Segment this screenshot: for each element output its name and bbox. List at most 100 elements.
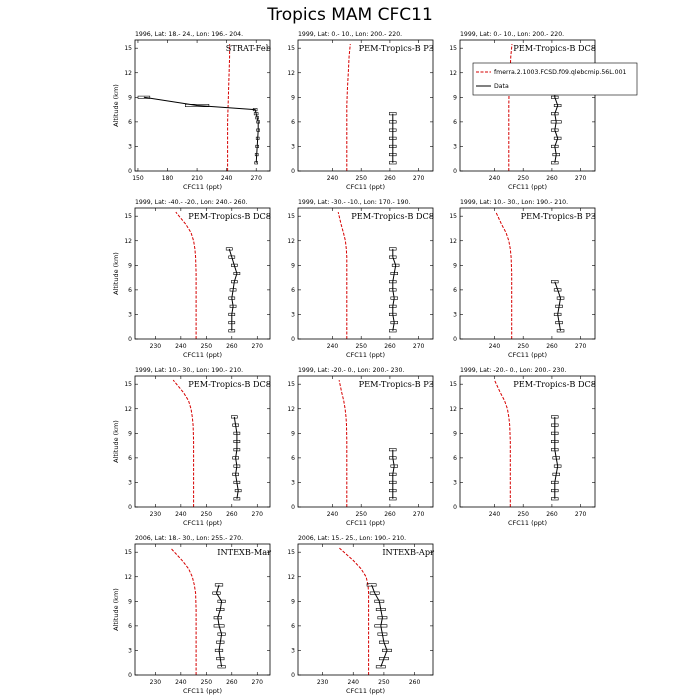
y-tick-label: 9 xyxy=(453,262,457,269)
x-tick-label: 260 xyxy=(226,511,238,518)
data-error-box xyxy=(228,329,236,333)
campaign-label: PEM-Tropics-B DC8 xyxy=(351,211,434,221)
data-error-box xyxy=(553,104,562,108)
y-tick-label: 0 xyxy=(453,504,457,511)
y-tick-label: 9 xyxy=(291,262,295,269)
y-tick-label: 3 xyxy=(128,479,132,486)
plot-frame xyxy=(459,39,596,172)
x-tick-label: 240 xyxy=(348,679,360,686)
x-tick-label: 240 xyxy=(489,175,501,182)
y-tick-label: 0 xyxy=(291,672,295,679)
data-error-box xyxy=(228,255,236,259)
data-error-box xyxy=(231,280,238,284)
y-tick-label: 3 xyxy=(453,479,457,486)
campaign-label: PEM-Tropics-B DC8 xyxy=(188,379,271,389)
panel-subtitle: 1999, Lat: -30.- -10., Lon: 170.- 190. xyxy=(298,199,411,206)
model-line xyxy=(339,547,370,675)
model-line xyxy=(170,547,197,675)
data-error-box xyxy=(233,497,241,501)
y-tick-label: 6 xyxy=(453,119,457,126)
campaign-label: PEM-Tropics-B DC8 xyxy=(513,43,596,53)
data-error-box xyxy=(550,489,559,493)
x-tick-label: 270 xyxy=(575,511,587,518)
x-tick-label: 260 xyxy=(226,679,238,686)
y-tick-label: 15 xyxy=(449,381,457,388)
data-error-box xyxy=(216,657,225,661)
data-error-box xyxy=(233,271,241,275)
data-error-box xyxy=(390,271,398,275)
y-tick-label: 12 xyxy=(124,238,132,245)
y-tick-label: 6 xyxy=(128,287,132,294)
panel-2: 1999, Lat: 0.- 10., Lon: 200.- 220. 240 25… xyxy=(287,31,434,191)
campaign-label: PEM-Tropics-B DC8 xyxy=(513,379,596,389)
y-tick-label: 3 xyxy=(128,647,132,654)
model-line xyxy=(227,44,231,171)
x-tick-label: 250 xyxy=(355,175,367,182)
y-tick-label: 0 xyxy=(128,672,132,679)
data-line xyxy=(392,248,397,331)
y-tick-label: 15 xyxy=(124,45,132,52)
data-error-box xyxy=(231,415,238,419)
data-error-box xyxy=(214,648,224,652)
x-tick-label: 270 xyxy=(252,679,264,686)
panel-6: 1999, Lat: 10.- 30., Lon: 190.- 210. 240 2… xyxy=(449,199,596,359)
panel-subtitle: 1999, Lat: -20.- 0., Lon: 200.- 230. xyxy=(460,367,566,374)
campaign-label: PEM-Tropics-B P3 xyxy=(359,43,434,53)
panel-subtitle: 1999, Lat: -40.- -20., Lon: 240.- 260. xyxy=(135,199,248,206)
y-tick-label: 15 xyxy=(449,213,457,220)
y-tick-label: 15 xyxy=(124,381,132,388)
plot-frame xyxy=(459,375,596,508)
panel-subtitle: 1999, Lat: 10.- 30., Lon: 190.- 210. xyxy=(135,367,243,374)
data-error-box xyxy=(550,161,559,165)
plot-area xyxy=(175,211,241,339)
data-error-box xyxy=(233,439,241,443)
data-error-box xyxy=(552,153,560,157)
data-error-box xyxy=(254,161,258,165)
panel-9: 1999, Lat: -20.- 0., Lon: 200.- 230. 240 2… xyxy=(449,367,596,527)
x-tick-label: 240 xyxy=(175,679,187,686)
data-error-box xyxy=(378,657,389,661)
data-line xyxy=(554,281,562,331)
panel-subtitle: 2006, Lat: 15.- 25., Lon: 190.- 210. xyxy=(298,535,406,542)
data-error-box xyxy=(550,439,559,443)
data-error-box xyxy=(553,288,562,292)
data-error-box xyxy=(550,280,559,284)
data-error-box xyxy=(232,472,240,476)
y-tick-label: 3 xyxy=(128,143,132,150)
y-tick-label: 9 xyxy=(128,262,132,269)
x-tick-label: 270 xyxy=(250,175,262,182)
data-error-box xyxy=(388,128,397,132)
y-tick-label: 15 xyxy=(287,213,295,220)
data-error-box xyxy=(388,329,397,333)
data-error-box xyxy=(216,640,225,644)
plot-frame xyxy=(297,207,434,340)
data-error-box xyxy=(550,95,559,99)
data-error-box xyxy=(390,296,398,300)
data-line xyxy=(554,416,559,499)
y-tick-label: 9 xyxy=(128,598,132,605)
data-error-box xyxy=(390,321,398,325)
y-tick-label: 15 xyxy=(124,549,132,556)
data-error-box xyxy=(553,464,562,468)
data-error-box xyxy=(388,497,397,501)
x-tick-label: 240 xyxy=(489,511,501,518)
model-line xyxy=(508,44,513,171)
data-error-box xyxy=(388,255,397,259)
plot-frame xyxy=(134,375,271,508)
y-tick-label: 12 xyxy=(449,238,457,245)
x-axis-label: CFC11 (ppt) xyxy=(346,183,385,191)
y-tick-label: 12 xyxy=(287,406,295,413)
y-tick-label: 0 xyxy=(291,504,295,511)
data-error-box xyxy=(388,280,397,284)
y-tick-label: 9 xyxy=(453,430,457,437)
data-error-box xyxy=(550,120,562,124)
plot-area xyxy=(337,211,400,339)
data-error-box xyxy=(233,464,241,468)
y-axis-label: Altitude (km) xyxy=(112,588,120,631)
x-tick-label: 250 xyxy=(201,679,213,686)
data-error-box xyxy=(217,599,226,603)
y-tick-label: 6 xyxy=(291,623,295,630)
x-tick-label: 250 xyxy=(378,679,390,686)
legend-model-label: fmerra.2.1003.FCSD.f09.qlebcmip.56L.001 xyxy=(494,69,627,76)
y-tick-label: 3 xyxy=(291,479,295,486)
